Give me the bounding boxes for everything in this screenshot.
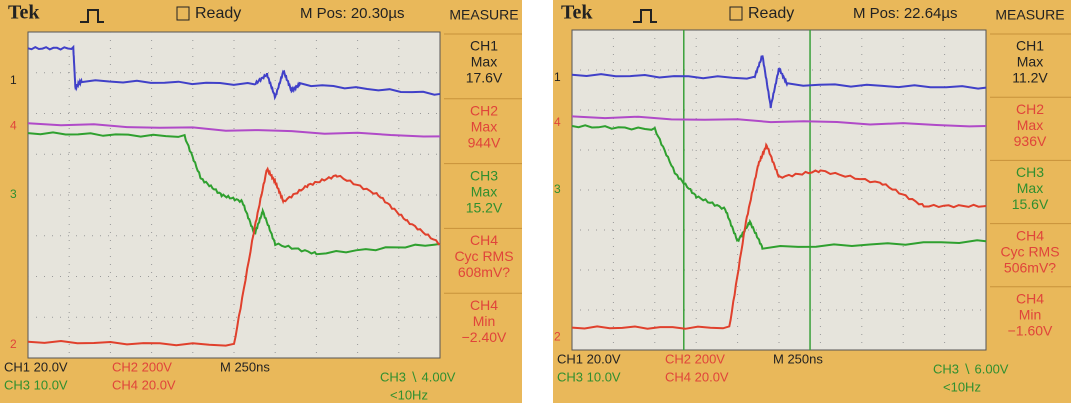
trigger-icon <box>633 9 657 23</box>
measure-value: 15.6V <box>1012 196 1049 212</box>
channel-marker: 3 <box>554 182 561 196</box>
measure-channel: CH2 <box>1016 101 1044 117</box>
status: Ready <box>195 5 241 22</box>
channel-marker: 2 <box>10 337 17 351</box>
measure-channel: CH1 <box>470 38 498 54</box>
measure-label: Max <box>1017 180 1043 196</box>
channel-marker: 1 <box>554 70 561 84</box>
measure-value: 936V <box>1014 133 1047 149</box>
measure-channel: CH3 <box>1016 164 1044 180</box>
measure-value: 15.2V <box>466 199 503 215</box>
footer-ch3: CH3 10.0V <box>4 377 68 392</box>
waveform <box>571 124 987 250</box>
status-box <box>729 6 743 21</box>
channel-marker: 3 <box>10 187 17 201</box>
footer-ch4: CH4 20.0V <box>665 369 729 384</box>
measure-label: Cyc RMS <box>454 248 513 264</box>
waveform <box>571 142 987 330</box>
measure-title: MEASURE <box>449 7 518 23</box>
trigger-icon <box>80 9 104 23</box>
measure-value: 608mV? <box>458 264 510 280</box>
measure-channel: CH4 <box>470 232 498 248</box>
status: Ready <box>748 5 794 22</box>
measure-channel: CH4 <box>1016 291 1044 307</box>
footer-time: M 250ns <box>220 359 270 374</box>
waveform <box>27 122 441 138</box>
measure-label: Max <box>1017 54 1043 70</box>
footer-ch2: CH2 200V <box>112 359 172 374</box>
channel-marker: 4 <box>554 115 561 129</box>
footer-time: M 250ns <box>773 351 823 366</box>
measure-label: Cyc RMS <box>1000 243 1059 259</box>
footer-ch1: CH1 20.0V <box>4 359 68 374</box>
measure-channel: CH4 <box>1016 227 1044 243</box>
m-pos: M Pos: 20.30µs <box>300 5 405 22</box>
measure-channel: CH2 <box>470 103 498 119</box>
measure-value: 944V <box>468 135 501 151</box>
measure-value: 17.6V <box>466 70 503 86</box>
measure-value: −1.60V <box>1008 323 1053 339</box>
scope-grid-area <box>27 31 441 359</box>
footer-ch1: CH1 20.0V <box>557 351 621 366</box>
measure-title: MEASURE <box>995 7 1064 23</box>
measure-value: 506mV? <box>1004 259 1056 275</box>
measure-value: 11.2V <box>1012 70 1048 86</box>
measure-label: Max <box>471 183 497 199</box>
channel-marker: 4 <box>10 119 17 133</box>
measure-value: −2.40V <box>462 329 507 345</box>
waveform <box>27 44 441 101</box>
waveform <box>27 131 441 256</box>
waveform <box>27 166 441 347</box>
measure-label: Min <box>473 313 496 329</box>
footer-ch4: CH4 20.0V <box>112 377 176 392</box>
status-box <box>176 6 190 21</box>
measure-channel: CH3 <box>470 167 498 183</box>
footer-trigger: CH3 ∖ 6.00V <box>933 361 1009 376</box>
footer-ch2: CH2 200V <box>665 351 725 366</box>
footer-freq: <10Hz <box>390 387 428 402</box>
waveform <box>571 115 987 128</box>
m-pos: M Pos: 22.64µs <box>853 5 958 22</box>
measure-channel: CH4 <box>470 297 498 313</box>
footer-trigger: CH3 ∖ 4.00V <box>380 369 456 384</box>
brand: Tek <box>561 2 593 24</box>
brand: Tek <box>8 2 40 24</box>
waveform <box>571 55 987 109</box>
measure-label: Max <box>471 54 497 70</box>
footer-ch3: CH3 10.0V <box>557 369 621 384</box>
measure-label: Max <box>471 119 497 135</box>
measure-label: Min <box>1019 307 1042 323</box>
channel-marker: 2 <box>554 329 561 343</box>
measure-channel: CH1 <box>1016 38 1044 54</box>
channel-marker: 1 <box>10 73 17 87</box>
measure-label: Max <box>1017 117 1043 133</box>
footer-freq: <10Hz <box>943 379 981 394</box>
